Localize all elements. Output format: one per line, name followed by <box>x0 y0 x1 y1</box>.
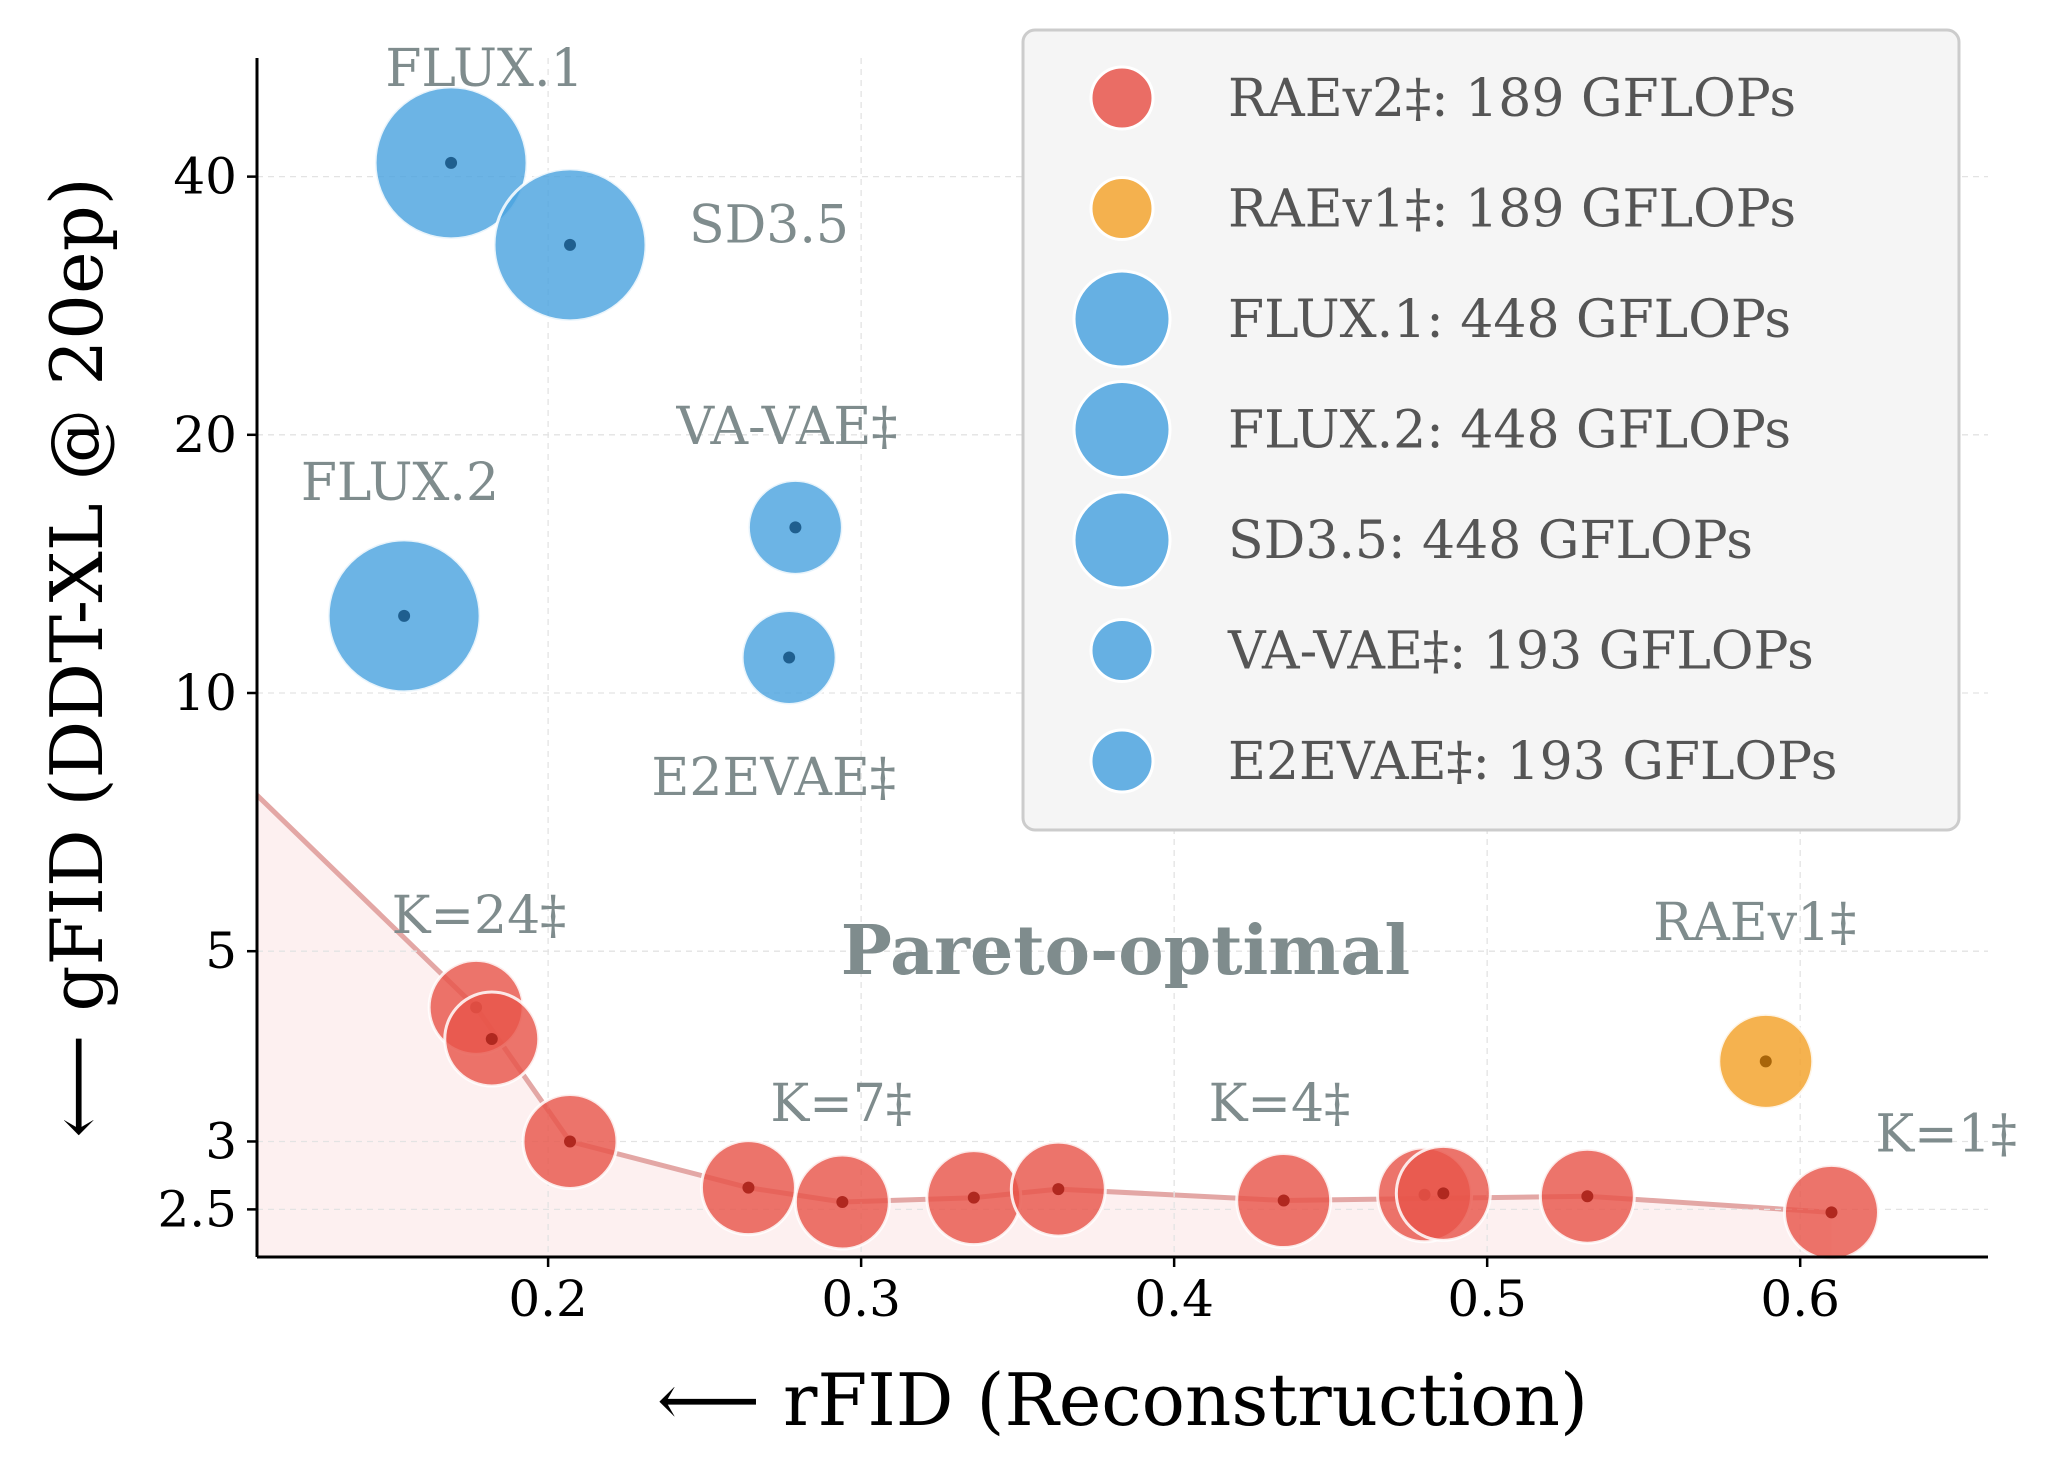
data-point-center-raev2 <box>742 1181 755 1194</box>
legend-label: RAEv1‡: 189 GFLOPs <box>1228 180 1796 240</box>
legend-item-e2evae: E2EVAE‡: 193 GFLOPs <box>1089 728 1837 794</box>
data-point-center-flux1 <box>445 156 458 169</box>
data-point-center-raev1 <box>1759 1055 1772 1068</box>
annotation-label: E2EVAE‡ <box>651 748 896 808</box>
data-point-center-sd35 <box>564 238 577 251</box>
annotation-label: SD3.5 <box>689 196 849 256</box>
annotation-label: K=4‡ <box>1209 1074 1351 1134</box>
y-axis-label: ⟵ gFID (DDT-XL @ 20ep) <box>35 177 119 1138</box>
y-tick-label: 3 <box>205 1112 237 1170</box>
legend-marker <box>1072 490 1172 590</box>
legend-item-raev2: RAEv2‡: 189 GFLOPs <box>1089 65 1796 131</box>
x-tick-label: 0.3 <box>821 1270 901 1328</box>
x-tick-label: 0.4 <box>1134 1270 1214 1328</box>
legend-label: FLUX.1: 448 GFLOPs <box>1228 290 1791 350</box>
legend-item-flux1: FLUX.1: 448 GFLOPs <box>1072 269 1791 369</box>
legend-label: E2EVAE‡: 193 GFLOPs <box>1228 732 1837 792</box>
x-axis-label: ⟵ rFID (Reconstruction) <box>657 1358 1588 1442</box>
data-point-center-raev2 <box>1052 1183 1065 1196</box>
y-tick-label: 5 <box>205 922 237 980</box>
legend-label: FLUX.2: 448 GFLOPs <box>1228 401 1791 461</box>
data-point-center-raev2 <box>1825 1206 1838 1219</box>
annotation-label: FLUX.1 <box>385 39 583 99</box>
annotation-label: K=7‡ <box>770 1074 912 1134</box>
legend-label: VA-VAE‡: 193 GFLOPs <box>1227 622 1814 682</box>
axes-layer: 0.2 0.3 0.4 0.5 0.6 2.5 3 5 10 20 40 <box>157 58 1988 1328</box>
legend-item-raev1: RAEv1‡: 189 GFLOPs <box>1089 176 1796 241</box>
x-tick-label: 0.5 <box>1447 1270 1527 1328</box>
legend-label: SD3.5: 448 GFLOPs <box>1228 511 1753 571</box>
data-point-center-raev2 <box>485 1032 498 1045</box>
annotation-label: K=1‡ <box>1875 1105 2017 1165</box>
legend-item-flux2: FLUX.2: 448 GFLOPs <box>1072 380 1791 479</box>
data-points-layer <box>326 85 1880 1261</box>
data-point-center-raev2 <box>1277 1194 1290 1207</box>
annotation-label: FLUX.2 <box>301 453 499 513</box>
annotation-layer: FLUX.1 SD3.5 VA-VAE‡ FLUX.2 E2EVAE‡ K=24‡ Pare… <box>301 39 2017 1164</box>
pareto-region <box>257 795 1832 1257</box>
data-point-center-flux2 <box>398 609 411 622</box>
legend-marker <box>1089 728 1155 794</box>
annotation-label: RAEv1‡ <box>1653 893 1856 953</box>
y-tick-label: 10 <box>173 664 237 722</box>
legend-frame <box>1021 28 1961 832</box>
y-tick-label: 2.5 <box>157 1180 237 1238</box>
legend-marker <box>1089 176 1155 241</box>
data-point-center-raev2 <box>1581 1190 1594 1203</box>
data-point-center-raev2 <box>564 1135 577 1148</box>
legend-marker <box>1089 618 1155 683</box>
legend-marker <box>1072 380 1172 479</box>
data-point-center-e2evae <box>783 651 796 664</box>
annotation-label: Pareto-optimal <box>841 911 1410 991</box>
x-tick-label: 0.2 <box>508 1270 588 1328</box>
legend-marker <box>1089 65 1155 131</box>
legend: RAEv2‡: 189 GFLOPs RAEv1‡: 189 GFLOPs FLUX… <box>1021 28 1961 832</box>
legend-marker <box>1072 269 1172 369</box>
data-point-center-raev2 <box>967 1191 980 1204</box>
data-point-center-raev2 <box>1437 1187 1450 1200</box>
data-point-center-raev2 <box>836 1196 849 1209</box>
y-tick-label: 40 <box>173 148 237 206</box>
legend-label: RAEv2‡: 189 GFLOPs <box>1228 69 1796 129</box>
y-tick-label: 20 <box>173 406 237 464</box>
legend-item-sd35: SD3.5: 448 GFLOPs <box>1072 490 1753 590</box>
annotation-label: K=24‡ <box>392 886 567 946</box>
data-point-center-vavae <box>789 521 802 534</box>
legend-item-vavae: VA-VAE‡: 193 GFLOPs <box>1089 618 1814 683</box>
annotation-label: VA-VAE‡ <box>675 397 897 457</box>
x-tick-label: 0.6 <box>1760 1270 1840 1328</box>
